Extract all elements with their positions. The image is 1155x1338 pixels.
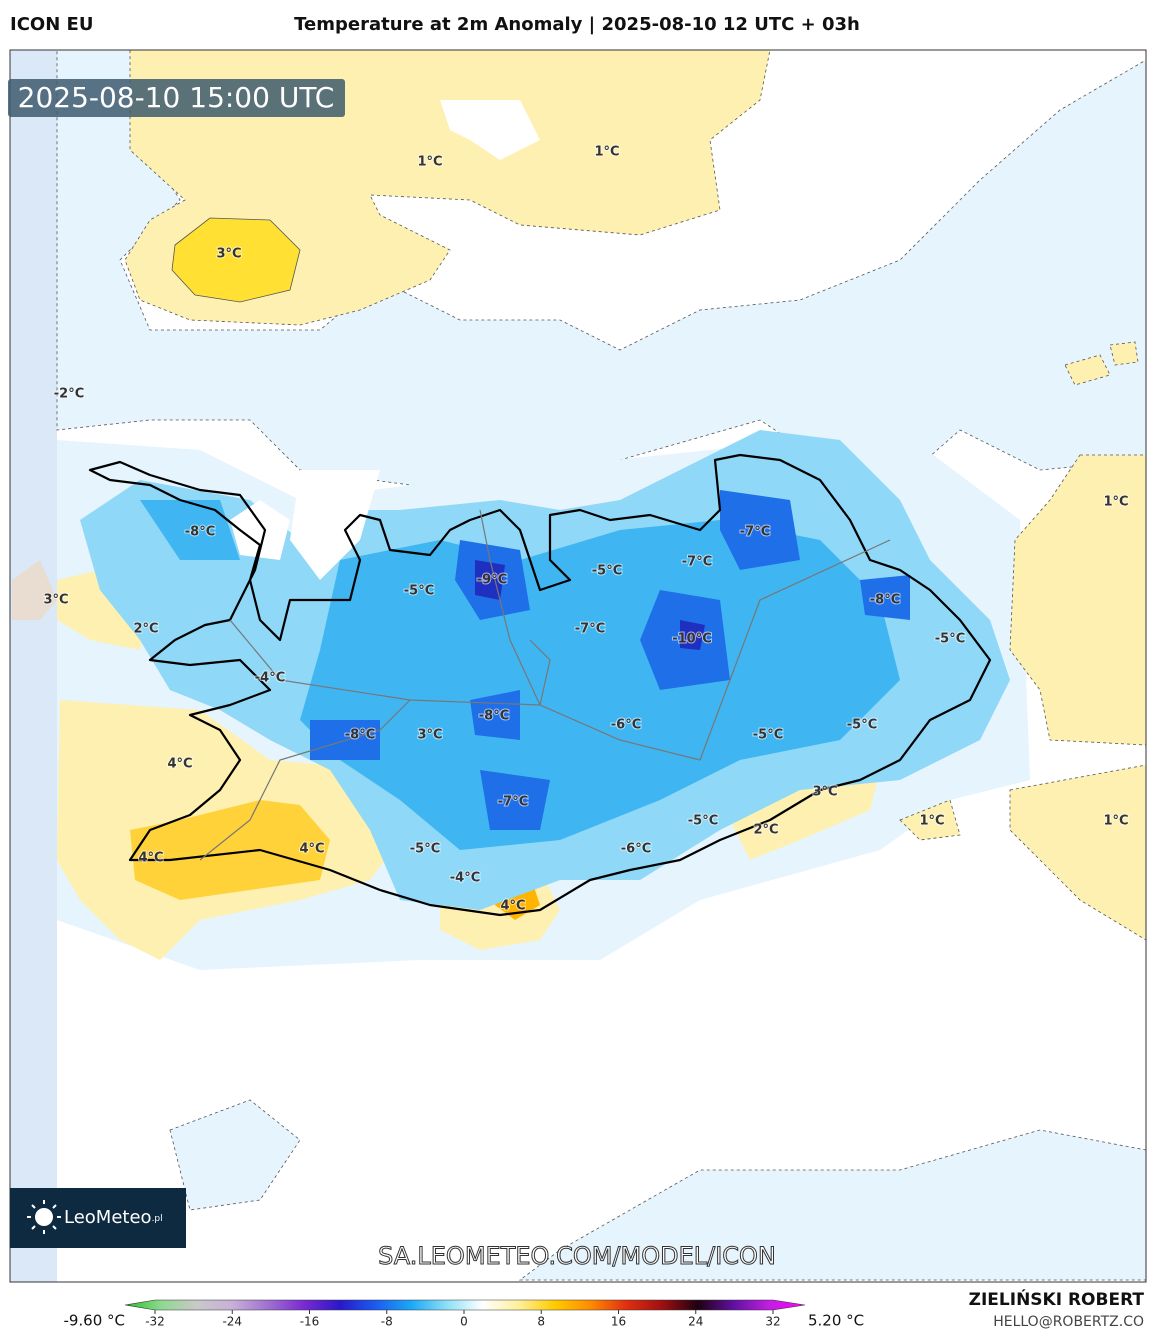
- logo-text: LeoMeteo.pl: [64, 1207, 163, 1228]
- contour-label: 2°C: [753, 823, 778, 838]
- contour-label: -5°C: [753, 728, 783, 743]
- contour-label: 2°C: [133, 622, 158, 637]
- contour-label: -2°C: [54, 387, 84, 402]
- contour-label: -8°C: [870, 593, 900, 608]
- contour-label: -5°C: [410, 842, 440, 857]
- contour-label: -7°C: [682, 555, 712, 570]
- contour-label: 3°C: [812, 785, 837, 800]
- colorbar-min: -9.60 °C: [63, 1312, 125, 1330]
- contour-label: -8°C: [185, 525, 215, 540]
- colorbar: -32 -24 -16 -8 0 8 16 24 32: [124, 1299, 806, 1329]
- colorbar-bar: [124, 1299, 806, 1311]
- contour-label: 1°C: [1103, 814, 1128, 829]
- author-email: HELLO@ROBERTZ.CO: [993, 1314, 1144, 1330]
- contour-label: -6°C: [611, 718, 641, 733]
- colorbar-tick-label: 0: [460, 1315, 468, 1329]
- colorbar-tick-label: 8: [537, 1315, 545, 1329]
- contour-label: -4°C: [255, 671, 285, 686]
- contour-label: 3°C: [43, 593, 68, 608]
- contour-label: -7°C: [498, 795, 528, 810]
- colorbar-tick-label: -8: [381, 1315, 393, 1329]
- contour-label: 4°C: [138, 851, 163, 866]
- logo-name: LeoMeteo: [64, 1207, 152, 1228]
- colorbar-tick-label: 32: [765, 1315, 780, 1329]
- colorbar-tick-label: 24: [688, 1315, 703, 1329]
- contour-label: -8°C: [345, 728, 375, 743]
- contour-label: -5°C: [847, 718, 877, 733]
- colorbar-tick-label: -16: [300, 1315, 320, 1329]
- contour-label: 4°C: [167, 757, 192, 772]
- contour-label: -5°C: [935, 632, 965, 647]
- contour-label: -10°C: [672, 632, 712, 647]
- contour-label: -6°C: [621, 842, 651, 857]
- contour-label: 4°C: [500, 899, 525, 914]
- contour-label: -7°C: [575, 622, 605, 637]
- colorbar-tick-label: -32: [145, 1315, 165, 1329]
- contour-label: 4°C: [299, 842, 324, 857]
- colorbar-max: 5.20 °C: [808, 1312, 864, 1330]
- watermark: SA.LEOMETEO.COM/MODEL/ICON: [378, 1242, 776, 1270]
- contour-label: -5°C: [688, 814, 718, 829]
- logo-suffix: .pl: [152, 1214, 163, 1224]
- author-name: ZIELIŃSKI ROBERT: [969, 1288, 1145, 1310]
- contour-label: -4°C: [450, 871, 480, 886]
- contour-labels: 1°C 1°C 3°C -2°C 1°C -8°C -7°C -9°C -5°C -7°C 3°C -…: [42, 144, 1129, 915]
- contour-label: 3°C: [417, 728, 442, 743]
- colorbar-tick-label: -24: [222, 1315, 242, 1329]
- contour-label: 1°C: [1103, 495, 1128, 510]
- contour-label: -7°C: [740, 525, 770, 540]
- model-name: ICON EU: [10, 14, 93, 35]
- contour-label: 1°C: [919, 814, 944, 829]
- map-title: Temperature at 2m Anomaly | 2025-08-10 1…: [294, 14, 860, 35]
- colorbar-tick-label: 16: [611, 1315, 626, 1329]
- contour-label: -9°C: [477, 573, 507, 588]
- contour-label: 1°C: [594, 145, 619, 160]
- map-field: [10, 50, 1146, 1282]
- valid-time: 2025-08-10 15:00 UTC: [18, 81, 335, 114]
- contour-label: -5°C: [404, 584, 434, 599]
- contour-label: 1°C: [417, 155, 442, 170]
- contour-label: -8°C: [479, 709, 509, 724]
- contour-label: 3°C: [216, 247, 241, 262]
- contour-label: -5°C: [592, 564, 622, 579]
